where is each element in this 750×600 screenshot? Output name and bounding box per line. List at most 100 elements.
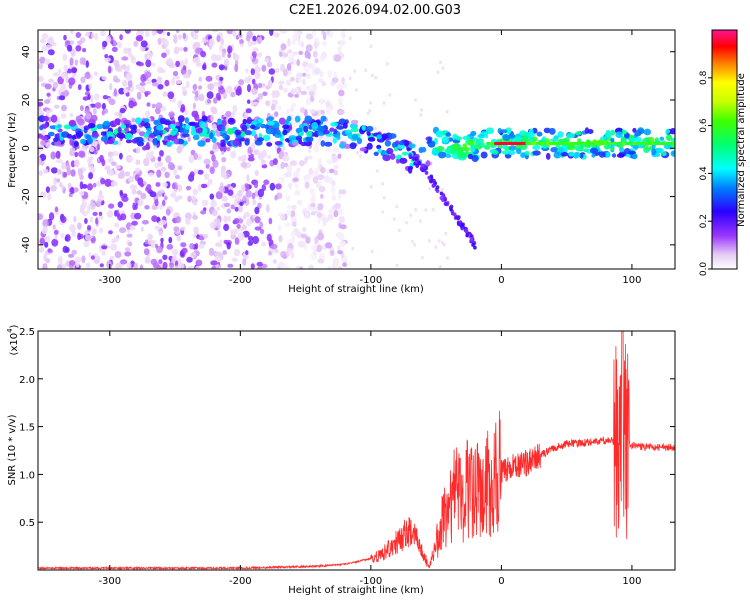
spectrogram-noise-cell: [77, 222, 82, 231]
spectrogram-noise-cell: [261, 164, 268, 169]
spectrogram-noise-cell: [62, 53, 68, 62]
spectrogram-ridge-cell: [356, 137, 363, 145]
spectrogram-ridge-cell: [524, 151, 530, 156]
spectrogram-branch-cell: [431, 183, 436, 188]
spectrogram-noise-cell: [292, 221, 297, 228]
spectrogram-noise-cell: [311, 65, 316, 73]
spectrogram-noise-cell: [87, 205, 91, 210]
spectrogram-noise-cell: [121, 56, 129, 61]
spectrogram-noise-cell: [282, 254, 288, 260]
spectrogram-noise-cell: [119, 169, 125, 176]
spectrogram-noise-cell: [303, 65, 311, 73]
spectrogram-ridge-cell: [256, 137, 264, 142]
spectrogram-noise-cell: [266, 204, 270, 213]
spectrogram-noise-cell: [84, 230, 88, 236]
spectrogram-noise-cell: [70, 48, 76, 57]
spectrogram-noise-cell: [239, 39, 244, 44]
spectrogram-noise-cell: [129, 184, 135, 190]
spectrogram-noise-cell: [278, 105, 282, 111]
spectrogram-noise-cell: [148, 172, 155, 177]
spectrogram-noise-cell: [221, 195, 228, 202]
spectrogram-noise-cell: [180, 226, 186, 231]
svg-text:(x104): (x104): [6, 324, 20, 355]
spectrogram-branch-cell: [429, 177, 434, 182]
spectrogram-ridge-cell: [295, 135, 303, 141]
spectrogram-noise-cell: [60, 83, 67, 93]
spectrogram-ridge-cell: [68, 119, 77, 127]
spectrogram-ridge-cell: [408, 143, 416, 149]
spectrogram-noise-cell: [178, 47, 184, 52]
spectrogram-noise-cell: [334, 202, 342, 209]
spectrogram-ytick-label: -40: [21, 237, 32, 253]
spectrogram-branch-cell: [471, 242, 475, 247]
spectrogram-noise-cell: [130, 56, 137, 64]
spectrogram-noise-cell: [190, 30, 194, 38]
spectrogram-noise-cell: [154, 225, 161, 231]
spectrogram-noise-cell: [202, 233, 209, 239]
spectrogram-noise-cell: [312, 176, 319, 184]
spectrogram-noise-cell: [226, 242, 231, 250]
spectrogram-ridge-cell: [106, 131, 114, 137]
spectrogram-noise-cell: [116, 139, 122, 147]
spectrogram-noise-cell: [185, 212, 192, 220]
spectrogram-noise-cell: [99, 154, 104, 163]
spectrogram-noise-cell: [409, 213, 413, 217]
spectrogram-ytick-label: -20: [21, 188, 32, 204]
spectrogram-branch-cell: [408, 153, 413, 158]
spectrogram-branch-cell: [453, 212, 457, 217]
spectrogram-ridge-cell: [366, 125, 374, 132]
spectrogram-ridge-cell: [322, 129, 330, 135]
spectrogram-xtick-label: -300: [98, 275, 121, 286]
colorbar-tick-label: 0.2: [699, 214, 709, 228]
spectrogram-noise-cell: [135, 159, 141, 165]
spectrogram-noise-cell: [254, 216, 261, 224]
snr-frame: [37, 330, 676, 571]
spectrogram-ridge-cell: [421, 146, 427, 153]
spectrogram-noise-cell: [232, 30, 237, 37]
spectrogram-noise-cell: [270, 104, 276, 111]
spectrogram-ridge-cell: [120, 124, 127, 129]
spectrogram-ridge-cell: [361, 125, 366, 131]
spectrogram-noise-cell: [427, 239, 431, 243]
spectrogram-spike-cell: [610, 144, 615, 149]
spectrogram-noise-cell: [94, 33, 98, 41]
snr-xlabel: Height of straight line (km): [288, 585, 424, 596]
spectrogram-noise-cell: [227, 53, 232, 59]
spectrogram-noise-cell: [314, 207, 319, 212]
spectrogram-noise-cell: [195, 47, 201, 54]
spectrogram-ridge-cell: [152, 139, 158, 146]
spectrogram-noise-cell: [219, 144, 227, 153]
spectrogram-noise-cell: [146, 102, 151, 107]
spectrogram-noise-cell: [193, 168, 199, 174]
spectrogram-branch-cell: [443, 201, 448, 206]
spectrogram-ridge-cell: [244, 130, 252, 136]
spectrogram-noise-cell: [267, 79, 273, 88]
spectrogram-noise-cell: [226, 30, 234, 35]
spectrogram-noise-cell: [173, 226, 180, 232]
spectrogram-ridge-cell: [476, 138, 484, 144]
spectrogram-noise-cell: [61, 104, 67, 112]
spectrogram-noise-cell: [193, 152, 198, 160]
spectrogram-noise-cell: [137, 61, 144, 67]
spectrogram-noise-cell: [214, 251, 222, 257]
spectrogram-noise-cell: [219, 76, 224, 81]
spectrogram-ridge-cell: [116, 132, 125, 139]
spectrogram-noise-cell: [223, 223, 230, 232]
spectrogram-noise-cell: [100, 178, 106, 185]
spectrogram-noise-cell: [63, 171, 68, 178]
spectrogram-noise-cell: [85, 32, 91, 37]
spectrogram-noise-cell: [275, 68, 280, 73]
spectrogram-noise-cell: [144, 30, 150, 38]
spectrogram-noise-cell: [321, 41, 328, 46]
spectrogram-noise-cell: [251, 88, 258, 95]
spectrogram-noise-cell: [177, 34, 182, 40]
spectrogram-noise-cell: [308, 264, 314, 269]
spectrogram-noise-cell: [140, 226, 144, 232]
spectrogram-ridge-cell: [73, 141, 79, 147]
spectrogram-noise-cell: [237, 156, 244, 162]
spectrogram-noise-cell: [186, 256, 193, 263]
spectrogram-ridge-cell: [77, 118, 85, 126]
spectrogram-noise-cell: [159, 203, 164, 210]
spectrogram-noise-cell: [131, 117, 136, 123]
spectrogram-ridge-cell: [661, 151, 667, 157]
